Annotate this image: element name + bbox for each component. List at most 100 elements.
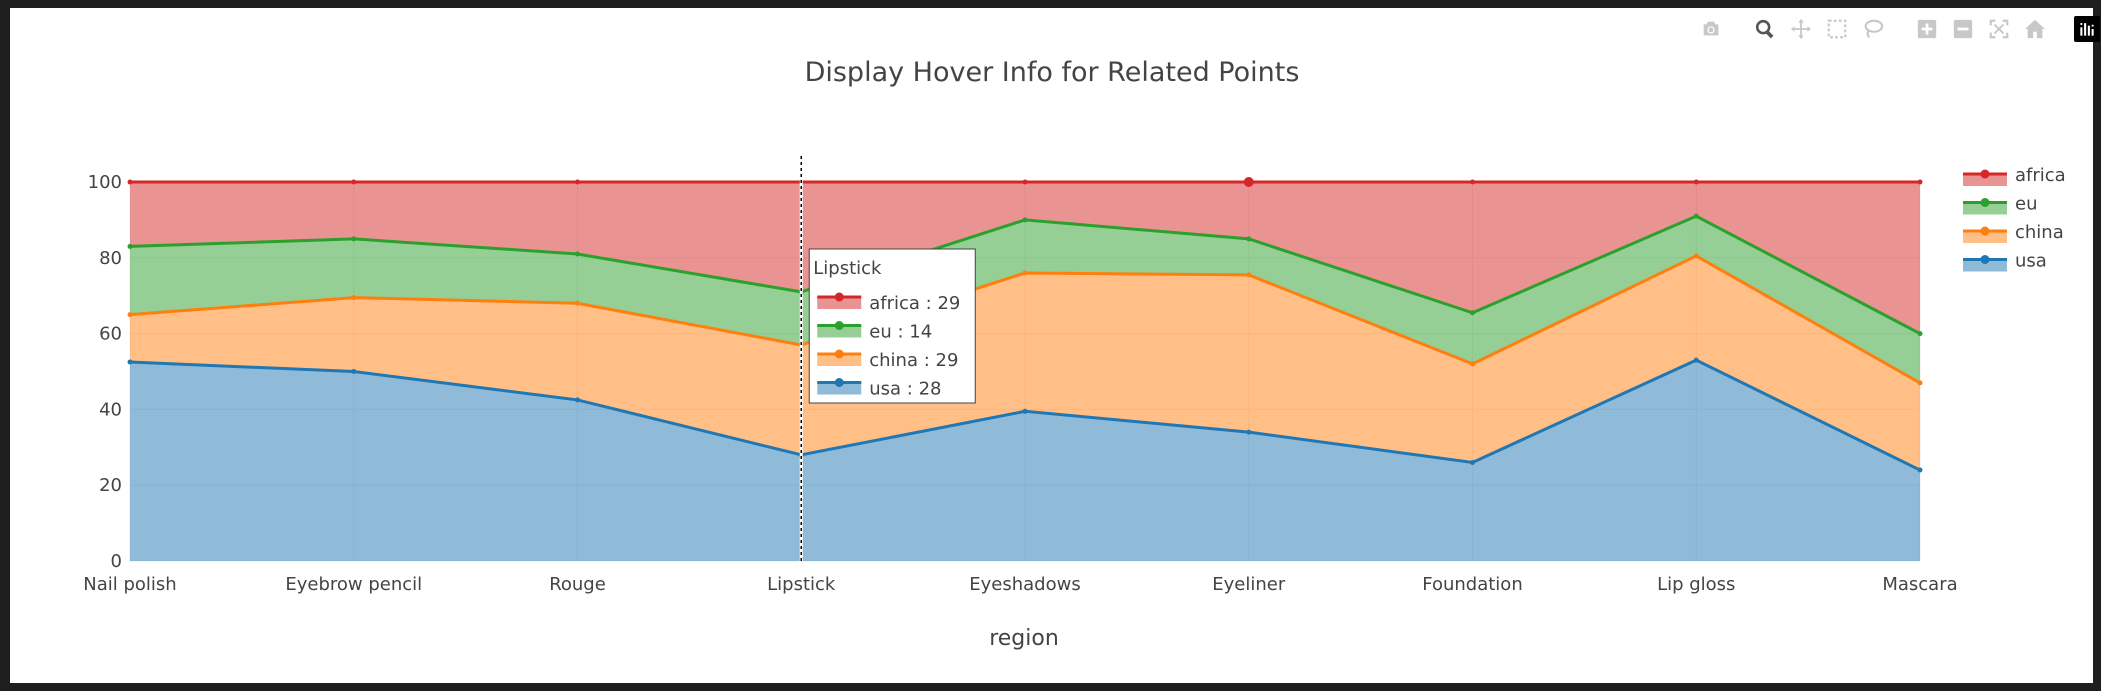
hover-swatch-fill (817, 382, 862, 395)
pan-icon[interactable] (1786, 14, 1816, 44)
legend-item-africa[interactable]: africa (1963, 165, 2066, 186)
box-select-icon[interactable] (1822, 14, 1852, 44)
point-china[interactable] (1693, 253, 1699, 259)
reset-axes-icon[interactable] (2020, 14, 2050, 44)
hover-swatch-fill (817, 354, 862, 366)
legend-item-eu[interactable]: eu (1963, 194, 2037, 215)
zoom-in-icon[interactable] (1912, 14, 1942, 44)
point-highlight[interactable] (1243, 177, 1254, 187)
point-china[interactable] (1022, 270, 1028, 276)
chart-svg[interactable]: Display Hover Info for Related Points 0 2… (10, 8, 2093, 683)
hover-title: Lipstick (813, 258, 882, 279)
legend-swatch-marker (1980, 198, 1990, 207)
x-tick-label: Rouge (549, 574, 606, 595)
point-eu[interactable] (127, 243, 133, 249)
point-china[interactable] (575, 300, 580, 306)
chart-title: Display Hover Info for Related Points (805, 57, 1300, 88)
legend-item-china[interactable]: china (1963, 222, 2064, 243)
legend-label-eu: eu (2015, 194, 2037, 215)
legend-swatch-fill (1963, 231, 2007, 243)
area-layer (130, 182, 1920, 561)
point-eu[interactable] (1246, 236, 1252, 242)
plotly-logo-icon[interactable] (2074, 16, 2100, 42)
legend-label-africa: africa (2015, 165, 2066, 186)
point-africa[interactable] (1693, 179, 1699, 185)
point-eu[interactable] (575, 251, 580, 257)
hover-swatch-fill (817, 325, 862, 338)
hover-swatch-marker (834, 321, 844, 330)
legend-swatch-marker (1980, 226, 1990, 236)
x-tick-label: Lip gloss (1657, 574, 1735, 595)
y-axis-ticks: 0 20 40 60 80 100 (88, 172, 122, 572)
hover-tooltip: Lipstick africa : 29 eu : 14 china : 29 usa … (808, 248, 976, 404)
y-tick-label: 100 (88, 172, 122, 193)
area-africa (130, 182, 1920, 334)
area-usa (130, 360, 1920, 561)
point-africa[interactable] (351, 179, 357, 185)
legend-swatch-fill (1963, 202, 2007, 215)
x-axis-ticks: Nail polish Eyebrow pencil Rouge Lipstick Ey… (83, 574, 1957, 595)
x-tick-label: Nail polish (83, 574, 176, 595)
x-tick-label: Eyeshadows (969, 574, 1080, 595)
point-usa[interactable] (575, 397, 580, 403)
point-eu[interactable] (1693, 213, 1699, 219)
hover-item-usa: usa : 28 (869, 379, 941, 400)
point-china[interactable] (1470, 361, 1475, 367)
modebar-group-zoom (1912, 14, 2056, 44)
point-usa[interactable] (127, 359, 133, 365)
hover-swatch-fill (817, 297, 862, 309)
point-china[interactable] (1917, 380, 1923, 386)
point-eu[interactable] (1917, 331, 1923, 337)
modebar-group-drag (1750, 14, 1894, 44)
point-usa[interactable] (1246, 429, 1252, 435)
legend-swatch-marker (1980, 169, 1990, 179)
point-africa[interactable] (1022, 179, 1028, 185)
modebar-group-capture (1696, 14, 1732, 44)
legend-swatch-marker (1980, 255, 1990, 264)
point-usa[interactable] (1470, 459, 1475, 465)
modebar (1696, 14, 2100, 44)
point-eu[interactable] (1022, 217, 1028, 223)
point-africa[interactable] (1470, 179, 1475, 185)
point-china[interactable] (127, 312, 133, 318)
y-tick-label: 20 (99, 475, 122, 496)
hover-swatch-marker (834, 292, 844, 302)
point-usa[interactable] (351, 369, 357, 374)
x-tick-label: Foundation (1422, 574, 1522, 595)
chart-frame: Display Hover Info for Related Points 0 2… (10, 8, 2100, 683)
legend-label-usa: usa (2015, 251, 2047, 272)
point-africa[interactable] (1917, 179, 1923, 185)
point-usa[interactable] (1022, 408, 1028, 414)
hover-swatch-marker (834, 378, 844, 387)
point-eu[interactable] (351, 236, 357, 242)
y-tick-label: 40 (99, 399, 122, 420)
point-usa[interactable] (1917, 467, 1923, 473)
x-tick-label: Eyeliner (1212, 574, 1286, 595)
x-tick-label: Eyebrow pencil (285, 574, 422, 595)
hover-swatch-marker (834, 349, 844, 359)
point-eu[interactable] (1470, 310, 1475, 316)
point-usa[interactable] (1693, 357, 1699, 363)
zoom-icon[interactable] (1750, 14, 1780, 44)
x-tick-label: Lipstick (767, 574, 836, 595)
area-china (130, 255, 1920, 471)
y-tick-label: 0 (111, 551, 122, 572)
hover-item-eu: eu : 14 (869, 322, 932, 343)
zoom-out-icon[interactable] (1948, 14, 1978, 44)
legend-swatch-fill (1963, 174, 2007, 186)
legend-item-usa[interactable]: usa (1963, 251, 2047, 272)
hover-item-china: china : 29 (869, 350, 958, 371)
x-tick-label: Mascara (1882, 574, 1957, 595)
point-africa[interactable] (127, 179, 133, 185)
legend[interactable]: africa eu china usa (1963, 165, 2066, 272)
area-eu (130, 216, 1920, 383)
legend-swatch-fill (1963, 259, 2007, 272)
y-tick-label: 80 (99, 248, 122, 269)
autoscale-icon[interactable] (1984, 14, 2014, 44)
point-africa[interactable] (575, 179, 580, 185)
point-china[interactable] (351, 295, 357, 301)
hover-item-africa: africa : 29 (869, 293, 960, 314)
camera-icon[interactable] (1696, 14, 1726, 44)
lasso-icon[interactable] (1858, 14, 1888, 44)
point-china[interactable] (1246, 272, 1252, 278)
